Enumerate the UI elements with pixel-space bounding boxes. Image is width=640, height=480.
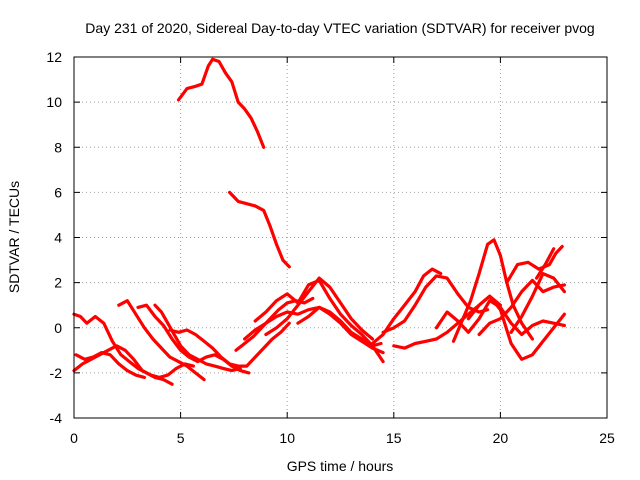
chart-title: Day 231 of 2020, Sidereal Day-to-day VTE… <box>85 20 594 36</box>
data-series <box>72 57 566 386</box>
y-tick-label: -2 <box>50 365 63 381</box>
series-track-j <box>234 296 315 352</box>
x-tick-label: 5 <box>177 430 185 446</box>
y-tick-label: 10 <box>46 94 62 110</box>
x-axis-label: GPS time / hours <box>287 458 394 474</box>
y-axis-label: SDTVAR / TECUs <box>6 181 22 293</box>
series-track-w <box>509 272 566 334</box>
series-track-i <box>168 321 291 368</box>
series-track-s <box>451 238 534 343</box>
series-track-f <box>117 299 206 382</box>
series-track-e <box>74 351 146 379</box>
series-track-v <box>505 244 564 285</box>
series-track-m <box>264 276 375 341</box>
x-tick-label: 10 <box>279 430 295 446</box>
y-tick-label: 0 <box>54 320 62 336</box>
y-tick-label: 12 <box>46 49 62 65</box>
series-track-n <box>296 305 383 348</box>
series-track-t <box>466 294 566 361</box>
axis-ticks <box>73 56 608 419</box>
x-tick-label: 0 <box>70 430 78 446</box>
x-tick-label: 20 <box>493 430 509 446</box>
x-tick-label: 25 <box>599 430 615 446</box>
plot-frame <box>73 56 608 419</box>
grid <box>74 57 607 418</box>
series-track-x <box>535 247 556 280</box>
series-track-k <box>243 305 385 355</box>
series-track-p <box>381 274 490 334</box>
y-tick-label: -4 <box>50 410 63 426</box>
series-track-u <box>477 278 566 337</box>
x-tick-labels: 0 5 10 15 20 25 <box>70 430 615 446</box>
series-track-l <box>253 278 385 364</box>
y-tick-label: 4 <box>54 230 62 246</box>
series-track-q <box>392 294 502 350</box>
series-track-b <box>228 190 291 269</box>
y-tick-label: 8 <box>54 139 62 155</box>
x-tick-label: 15 <box>386 430 402 446</box>
series-track-h <box>153 303 242 373</box>
series-track-a <box>176 57 266 149</box>
y-tick-label: 6 <box>54 184 62 200</box>
y-tick-label: 2 <box>54 275 62 291</box>
y-tick-labels: -4 -2 0 2 4 6 8 10 12 <box>46 49 62 426</box>
